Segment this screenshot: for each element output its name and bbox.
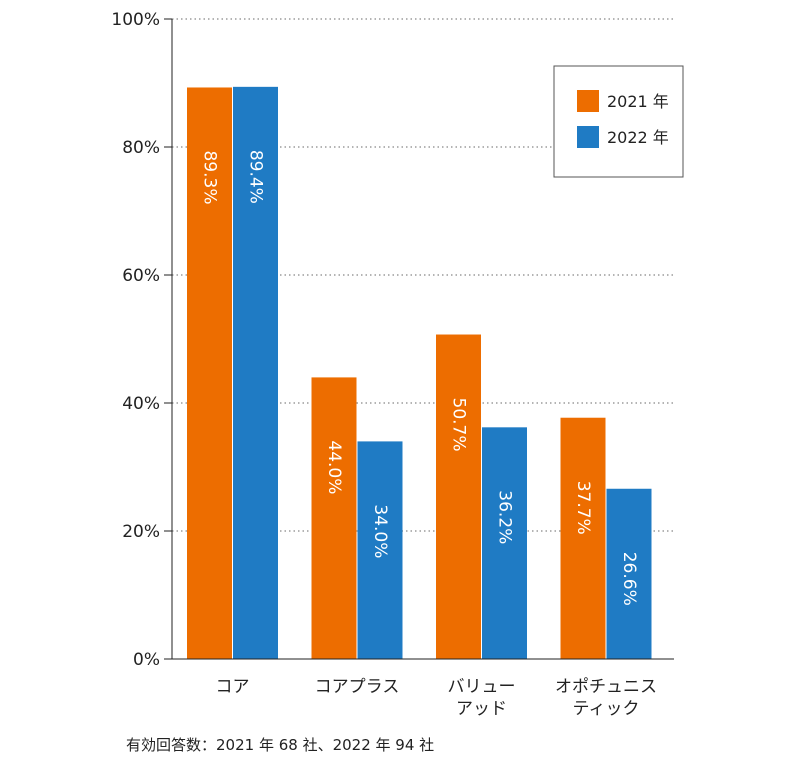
- legend-label: 2021 年: [607, 92, 669, 111]
- data-label: 89.3%: [200, 150, 220, 204]
- legend-box: [553, 65, 684, 178]
- bar-s2-0: [233, 86, 278, 660]
- legend: 2021 年 2022 年: [553, 65, 684, 178]
- y-tick-label: 20%: [122, 522, 160, 542]
- x-category-label: オポチュニス: [555, 677, 657, 697]
- data-label: 36.2%: [495, 490, 515, 544]
- y-axis: 0% 20% 40% 60% 80% 100%: [111, 10, 173, 670]
- x-category-label: アッド: [456, 699, 507, 719]
- x-category-label: コア: [216, 677, 250, 697]
- y-tick-label: 100%: [111, 10, 160, 30]
- x-category-label: ティック: [573, 699, 640, 719]
- bar-s2-2: [482, 427, 527, 659]
- y-tick-label: 60%: [122, 266, 160, 286]
- legend-label: 2022 年: [607, 128, 669, 147]
- bar-s1-2: [436, 334, 481, 659]
- data-label: 34.0%: [370, 504, 390, 558]
- y-tick-label: 80%: [122, 138, 160, 158]
- footnote: 有効回答数：2021 年 68 社、2022 年 94 社: [126, 736, 435, 754]
- legend-swatch: [577, 126, 599, 148]
- data-label: 44.0%: [324, 440, 344, 494]
- data-label: 37.7%: [573, 481, 593, 535]
- legend-swatch: [577, 90, 599, 112]
- bar-s1-1: [311, 377, 357, 659]
- data-label: 50.7%: [449, 398, 469, 452]
- data-label: 26.6%: [619, 552, 639, 606]
- bar-s2-3: [606, 488, 652, 659]
- bar-s1-3: [560, 417, 606, 659]
- bar-s2-1: [357, 441, 403, 659]
- y-tick-label: 0%: [133, 650, 160, 670]
- bars: 89.3% 89.4% 44.0% 34.0% 50.7% 36.2% 37.7% 26.6%: [187, 86, 652, 660]
- data-label: 89.4%: [246, 150, 266, 204]
- x-category-label: コアプラス: [315, 677, 400, 697]
- x-category-label: バリュー: [448, 677, 516, 697]
- y-tick-label: 40%: [122, 394, 160, 414]
- bar-s1-0: [187, 87, 232, 660]
